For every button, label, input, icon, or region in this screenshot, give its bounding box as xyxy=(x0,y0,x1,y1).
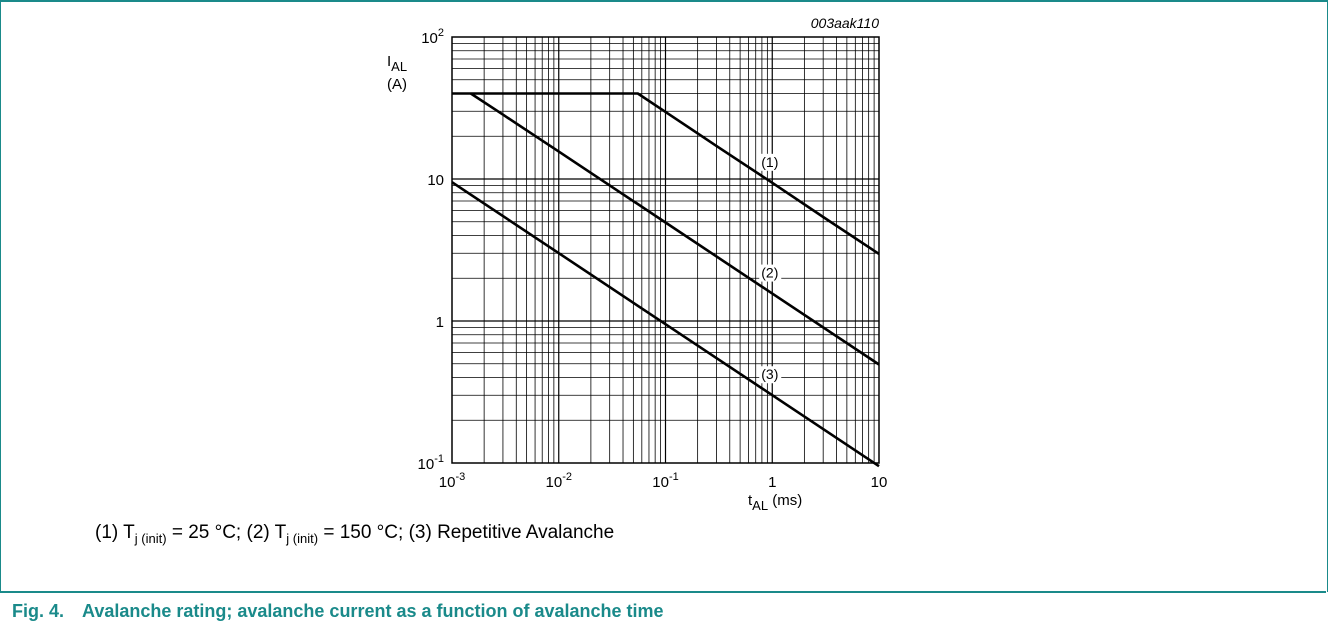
chart-labels: 10-3 10-2 10-1 1 10 10-1 1 10 102 IAL (A) tAL (ms) 0… xyxy=(387,15,887,513)
figure-code: 003aak110 xyxy=(811,15,879,31)
legend-note-c1-sub: j (init) xyxy=(134,530,167,546)
legend-note-c2-suffix: = 150 °C; xyxy=(318,522,409,543)
series-label-bg xyxy=(759,366,782,384)
legend-note: (1) Tj (init) = 25 °C; (2) Tj (init) = 1… xyxy=(95,522,614,546)
y-tick-label: 10 xyxy=(427,172,444,189)
figure-caption: Fig. 4. Avalanche rating; avalanche curr… xyxy=(0,591,1326,627)
x-tick-label: 10-2 xyxy=(546,471,572,491)
legend-note-c1-suffix: = 25 °C; xyxy=(166,522,247,543)
chart-series: (1) (2) (3) xyxy=(451,92,880,468)
y-tick-label: 1 xyxy=(436,314,444,331)
chart-grid xyxy=(452,37,879,463)
series-label-2: (2) xyxy=(761,265,778,281)
y-tick-label: 102 xyxy=(421,27,444,47)
x-tick-label: 10 xyxy=(871,474,888,491)
y-axis-label: IAL xyxy=(387,53,407,74)
legend-note-c3: (3) Repetitive Avalanche xyxy=(408,522,615,543)
x-tick-label: 10-1 xyxy=(652,471,678,491)
legend-note-c2-sub: j (init) xyxy=(286,530,319,546)
series-label-1: (1) xyxy=(761,154,778,170)
x-tick-label: 1 xyxy=(768,474,776,491)
x-tick-label: 10-3 xyxy=(439,471,465,491)
legend-note-c2-prefix: (2) T xyxy=(246,522,287,543)
legend-note-c1-prefix: (1) T xyxy=(95,522,135,543)
series-line-1 xyxy=(452,92,880,255)
series-label-3: (3) xyxy=(761,366,778,382)
series-label-bg xyxy=(759,264,782,282)
y-tick-label: 10-1 xyxy=(418,453,444,473)
series-line-3 xyxy=(451,181,880,468)
figure-number: Fig. 4. xyxy=(12,601,65,621)
figure-title: Avalanche rating; avalanche current as a… xyxy=(82,601,664,621)
plot-border xyxy=(451,36,880,464)
avalanche-chart: (1) (2) (3) 10-3 10-2 10-1 1 10 10-1 1 10 102 IAL (A… xyxy=(387,15,887,513)
y-axis-unit: (A) xyxy=(387,76,407,93)
series-label-bg xyxy=(759,153,782,171)
x-axis-label: tAL (ms) xyxy=(748,492,802,513)
series-line-2 xyxy=(470,92,880,366)
